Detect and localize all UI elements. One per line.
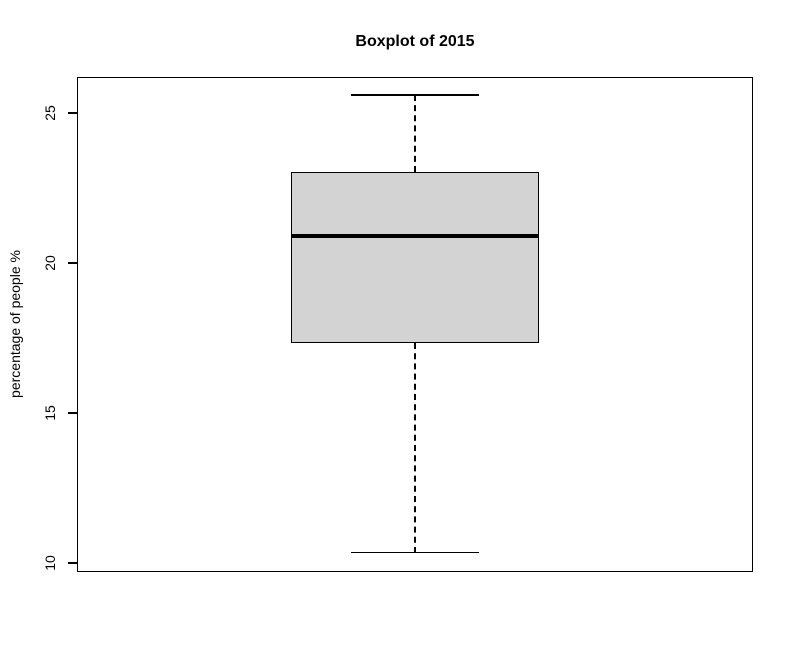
- lower-whisker: [414, 342, 416, 553]
- iqr-box: [290, 171, 540, 343]
- y-tick-label: 20: [42, 255, 58, 271]
- y-tick-label: 25: [42, 105, 58, 121]
- chart-title: Boxplot of 2015: [355, 33, 475, 50]
- median-line: [290, 234, 540, 238]
- y-tick-label: 15: [42, 405, 58, 421]
- upper-whisker: [414, 95, 416, 172]
- lower-whisker-cap: [351, 551, 479, 554]
- y-tick: [68, 562, 77, 564]
- y-axis-label: percentage of people %: [7, 250, 23, 398]
- y-tick: [68, 262, 77, 264]
- y-tick: [68, 112, 77, 114]
- upper-whisker-cap: [351, 94, 479, 96]
- y-tick: [68, 412, 77, 414]
- y-tick-label: 10: [42, 555, 58, 571]
